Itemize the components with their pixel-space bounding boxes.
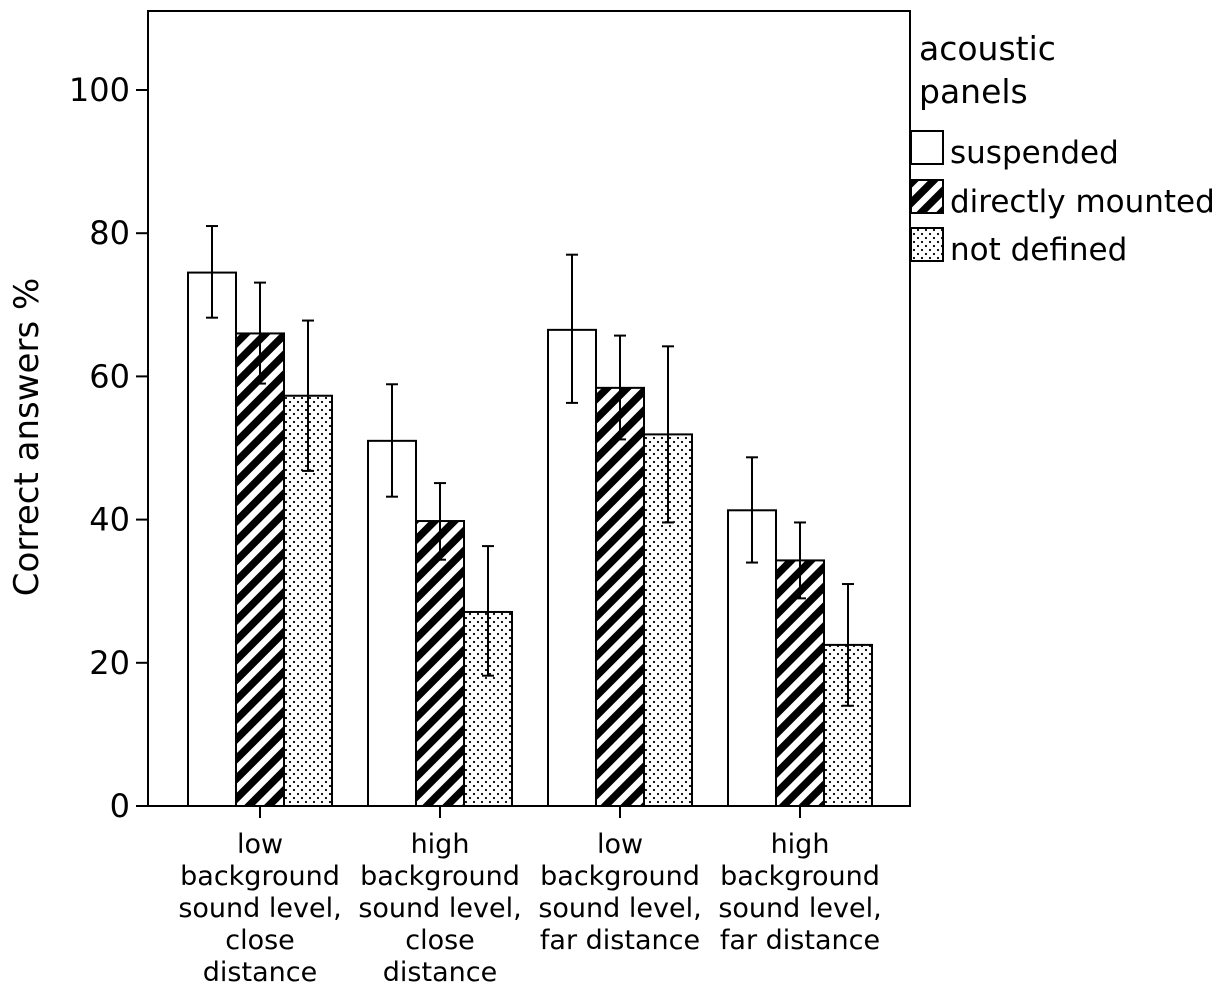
y-tick-label: 0 bbox=[110, 787, 130, 825]
legend-items: suspended directly mounted not defined bbox=[910, 130, 1215, 268]
y-tick-label: 40 bbox=[89, 501, 130, 539]
x-category-label-line: high bbox=[771, 829, 830, 860]
x-category-label-line: close bbox=[405, 925, 475, 956]
legend-swatch bbox=[910, 227, 944, 262]
x-category-label: low background sound level, close distance bbox=[178, 829, 341, 985]
x-category-label-line: sound level, bbox=[178, 893, 341, 924]
legend-label: directly mounted bbox=[950, 184, 1215, 220]
bar-directly-mounted-2 bbox=[415, 520, 465, 807]
error-bar bbox=[614, 334, 626, 441]
x-category-label-line: sound level, bbox=[358, 893, 521, 924]
legend-item-suspended: suspended bbox=[910, 130, 1119, 171]
error-bar bbox=[662, 345, 674, 524]
x-category-label-line: high bbox=[411, 829, 470, 860]
x-category-label-line: sound level, bbox=[538, 893, 701, 924]
x-category-label: high background sound level, close distance bbox=[358, 829, 521, 985]
legend-swatch bbox=[910, 130, 944, 165]
error-bar bbox=[434, 482, 446, 561]
x-category-label-line: background bbox=[180, 861, 340, 892]
legend-label: suspended bbox=[950, 135, 1119, 171]
legend-label: not defined bbox=[950, 232, 1127, 268]
error-bar bbox=[482, 545, 494, 677]
error-bar bbox=[386, 383, 398, 498]
bars bbox=[187, 271, 873, 808]
y-axis-label: Correct answers % bbox=[7, 278, 47, 597]
bar-suspended-1 bbox=[187, 271, 237, 807]
y-axis-ticks: 0 20 40 60 80 100 bbox=[69, 71, 148, 825]
error-bar bbox=[206, 225, 218, 319]
x-category-label-line: distance bbox=[383, 957, 497, 985]
x-category-label: high background sound level, far distance bbox=[718, 829, 881, 956]
x-category-label-line: low bbox=[237, 829, 283, 860]
error-bars bbox=[206, 225, 854, 707]
y-tick-label: 60 bbox=[89, 357, 130, 395]
x-category-label-line: background bbox=[720, 861, 880, 892]
x-category-label-line: close bbox=[225, 925, 295, 956]
y-tick-label: 80 bbox=[89, 214, 130, 252]
error-bar bbox=[794, 521, 806, 600]
legend-title-line-2: panels bbox=[919, 72, 1028, 111]
error-bar bbox=[566, 253, 578, 404]
bar-directly-mounted-3 bbox=[595, 386, 645, 807]
plot-frame bbox=[147, 10, 911, 807]
legend-item-directly-mounted: directly mounted bbox=[910, 179, 1215, 220]
legend-item-not-defined: not defined bbox=[910, 227, 1127, 268]
x-category-label-line: far distance bbox=[540, 925, 700, 956]
legend-swatch bbox=[910, 179, 944, 214]
error-bar bbox=[254, 281, 266, 385]
y-tick-label: 100 bbox=[69, 71, 130, 109]
y-axis-label-group: Correct answers % bbox=[7, 278, 47, 597]
error-bar bbox=[302, 319, 314, 472]
error-bar bbox=[842, 583, 854, 707]
legend-title-line-1: acoustic bbox=[919, 29, 1056, 68]
x-category-label-line: far distance bbox=[720, 925, 880, 956]
x-axis-ticks: low background sound level, close distancehi… bbox=[178, 806, 882, 985]
bar-directly-mounted-1 bbox=[235, 332, 285, 807]
y-tick-label: 20 bbox=[89, 644, 130, 682]
x-category-label-line: background bbox=[540, 861, 700, 892]
x-category-label-line: low bbox=[597, 829, 643, 860]
legend: acoustic panels suspended directly mounte… bbox=[910, 29, 1215, 268]
error-bar bbox=[746, 456, 758, 564]
x-category-label-line: distance bbox=[203, 957, 317, 985]
x-category-label-line: sound level, bbox=[718, 893, 881, 924]
x-category-label: low background sound level, far distance bbox=[538, 829, 701, 956]
x-category-label-line: background bbox=[360, 861, 520, 892]
